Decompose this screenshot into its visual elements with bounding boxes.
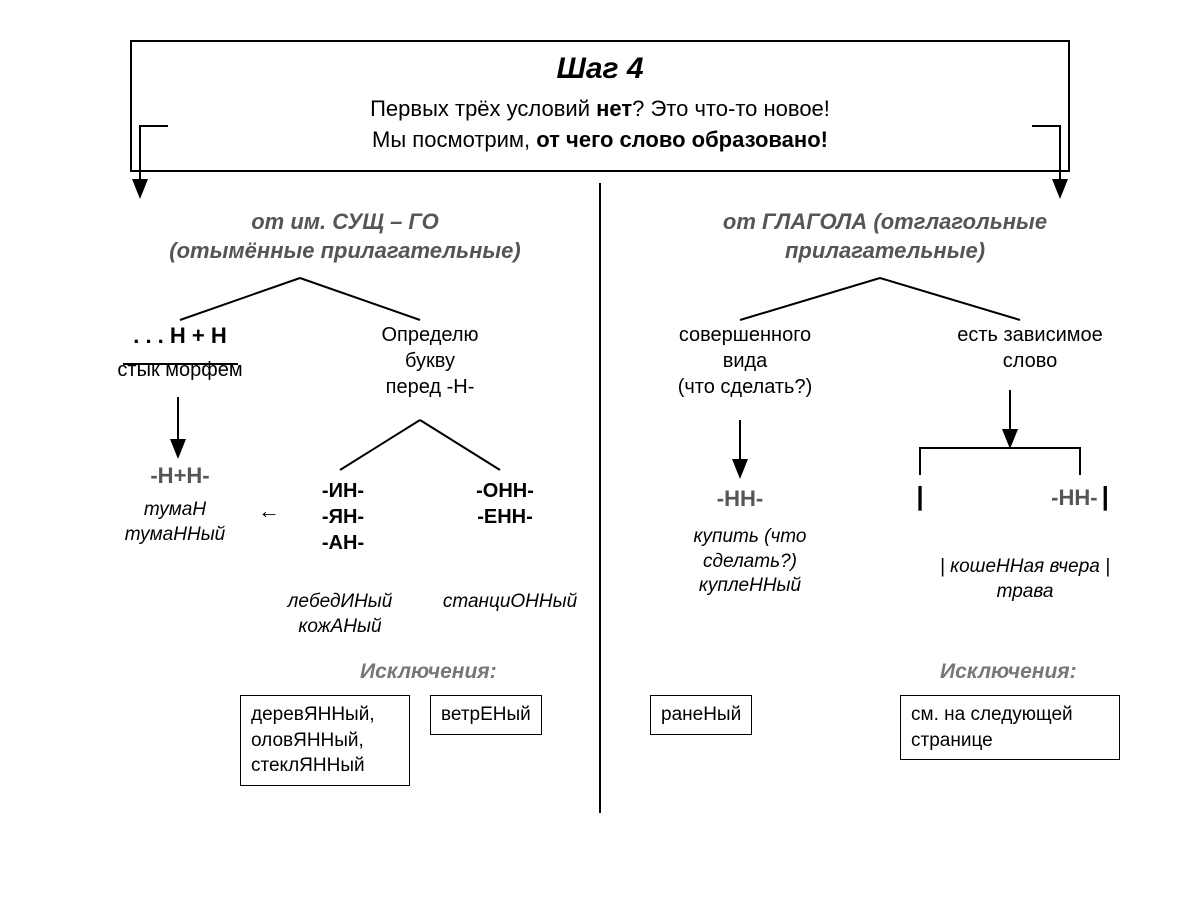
sub: стык морфем	[100, 357, 260, 383]
header-box: Шаг 4 Первых трёх условий нет? Это что-т…	[130, 40, 1070, 172]
ex: тумаННый	[125, 524, 226, 545]
txt: нет	[596, 96, 632, 121]
l: ранеНый	[661, 704, 741, 725]
right-branchC-result: -НН-	[690, 485, 790, 514]
left-branchB-group1: -ИН- -ЯН- -АН-	[288, 478, 398, 556]
txt: от им. СУЩ – ГО	[251, 209, 439, 234]
l: трава	[997, 581, 1054, 602]
left-branchA: . . . Н + Н стык морфем	[100, 322, 260, 383]
arrow-left-icon: ←	[258, 498, 280, 524]
l: (что сделать?)	[678, 376, 813, 398]
l: -ОНН-	[476, 480, 534, 502]
left-branchB: Определю букву перед -Н-	[340, 322, 520, 400]
left-branchA-result: -Н+Н-	[120, 462, 240, 491]
txt: прилагательные)	[785, 238, 985, 263]
result: -НН-	[1051, 485, 1097, 510]
result: -НН-	[717, 486, 763, 511]
left-branchB-ex-left: лебедИНый кожАНый	[255, 590, 425, 639]
left-branchB-group2: -ОНН- -ЕНН-	[445, 478, 565, 530]
l: Определю	[382, 324, 479, 346]
right-branchD-result: -НН-|	[1010, 480, 1150, 514]
l: букву	[405, 350, 455, 372]
txt: Мы посмотрим,	[372, 127, 536, 152]
l: вида	[723, 350, 768, 372]
l: совершенного	[679, 324, 811, 346]
right-branchC: совершенного вида (что сделать?)	[650, 322, 840, 400]
header-subtitle: Первых трёх условий нет? Это что-то ново…	[152, 94, 1048, 156]
center-divider	[599, 183, 601, 813]
txt: (отымённые прилагательные)	[169, 238, 520, 263]
left-heading: от им. СУЩ – ГО (отымённые прилагательны…	[130, 208, 560, 265]
right-branchD-bar-left: |	[905, 480, 935, 514]
left-exception-box-2: ветрЕНый	[430, 695, 542, 735]
l: куплеННый	[699, 575, 801, 596]
right-exception-box-1: ранеНый	[650, 695, 752, 735]
ex: кожАНый	[298, 616, 381, 637]
l: -ИН-	[322, 480, 364, 502]
bar: |	[1102, 481, 1109, 511]
right-exception-box-2: см. на следующей странице	[900, 695, 1120, 760]
txt: Первых трёх условий	[370, 96, 596, 121]
txt: от ГЛАГОЛА (отглагольные	[723, 209, 1047, 234]
l: оловЯННый,	[251, 730, 364, 751]
l: есть зависимое	[957, 324, 1103, 346]
rule: . . . Н + Н	[100, 322, 260, 351]
l: странице	[911, 730, 993, 751]
l: -АН-	[322, 532, 364, 554]
l: ветрЕНый	[441, 704, 531, 725]
step-title: Шаг 4	[152, 52, 1048, 86]
l: перед -Н-	[386, 376, 475, 398]
l: см. на следующей	[911, 704, 1073, 725]
ex: тумаН	[144, 499, 206, 520]
ex: станциОННый	[443, 591, 577, 612]
l: купить (что	[694, 526, 807, 547]
right-exceptions-label: Исключения:	[940, 660, 1077, 684]
txt: ? Это что-то новое!	[632, 96, 830, 121]
right-branchC-examples: купить (что сделать?) куплеННый	[655, 525, 845, 599]
l: деревЯННый,	[251, 704, 375, 725]
l: -ЯН-	[322, 506, 364, 528]
left-exceptions-label: Исключения:	[360, 660, 497, 684]
right-heading: от ГЛАГОЛА (отглагольные прилагательные)	[640, 208, 1130, 265]
txt: от чего слово образовано!	[536, 127, 828, 152]
l: -ЕНН-	[477, 506, 533, 528]
ex: лебедИНый	[288, 591, 393, 612]
right-branchD: есть зависимое слово	[930, 322, 1130, 374]
l: слово	[1003, 350, 1058, 372]
right-branchD-examples: | кошеННая вчера | трава	[895, 555, 1155, 604]
left-exception-box-1: деревЯННый, оловЯННый, стеклЯННый	[240, 695, 410, 786]
l: сделать?)	[703, 551, 797, 572]
l: | кошеННая вчера |	[940, 556, 1110, 577]
l: стеклЯННый	[251, 755, 365, 776]
left-branchA-examples: тумаН тумаННый	[95, 498, 255, 547]
left-branchB-ex-right: станциОННый	[425, 590, 595, 615]
result: -Н+Н-	[120, 462, 240, 491]
